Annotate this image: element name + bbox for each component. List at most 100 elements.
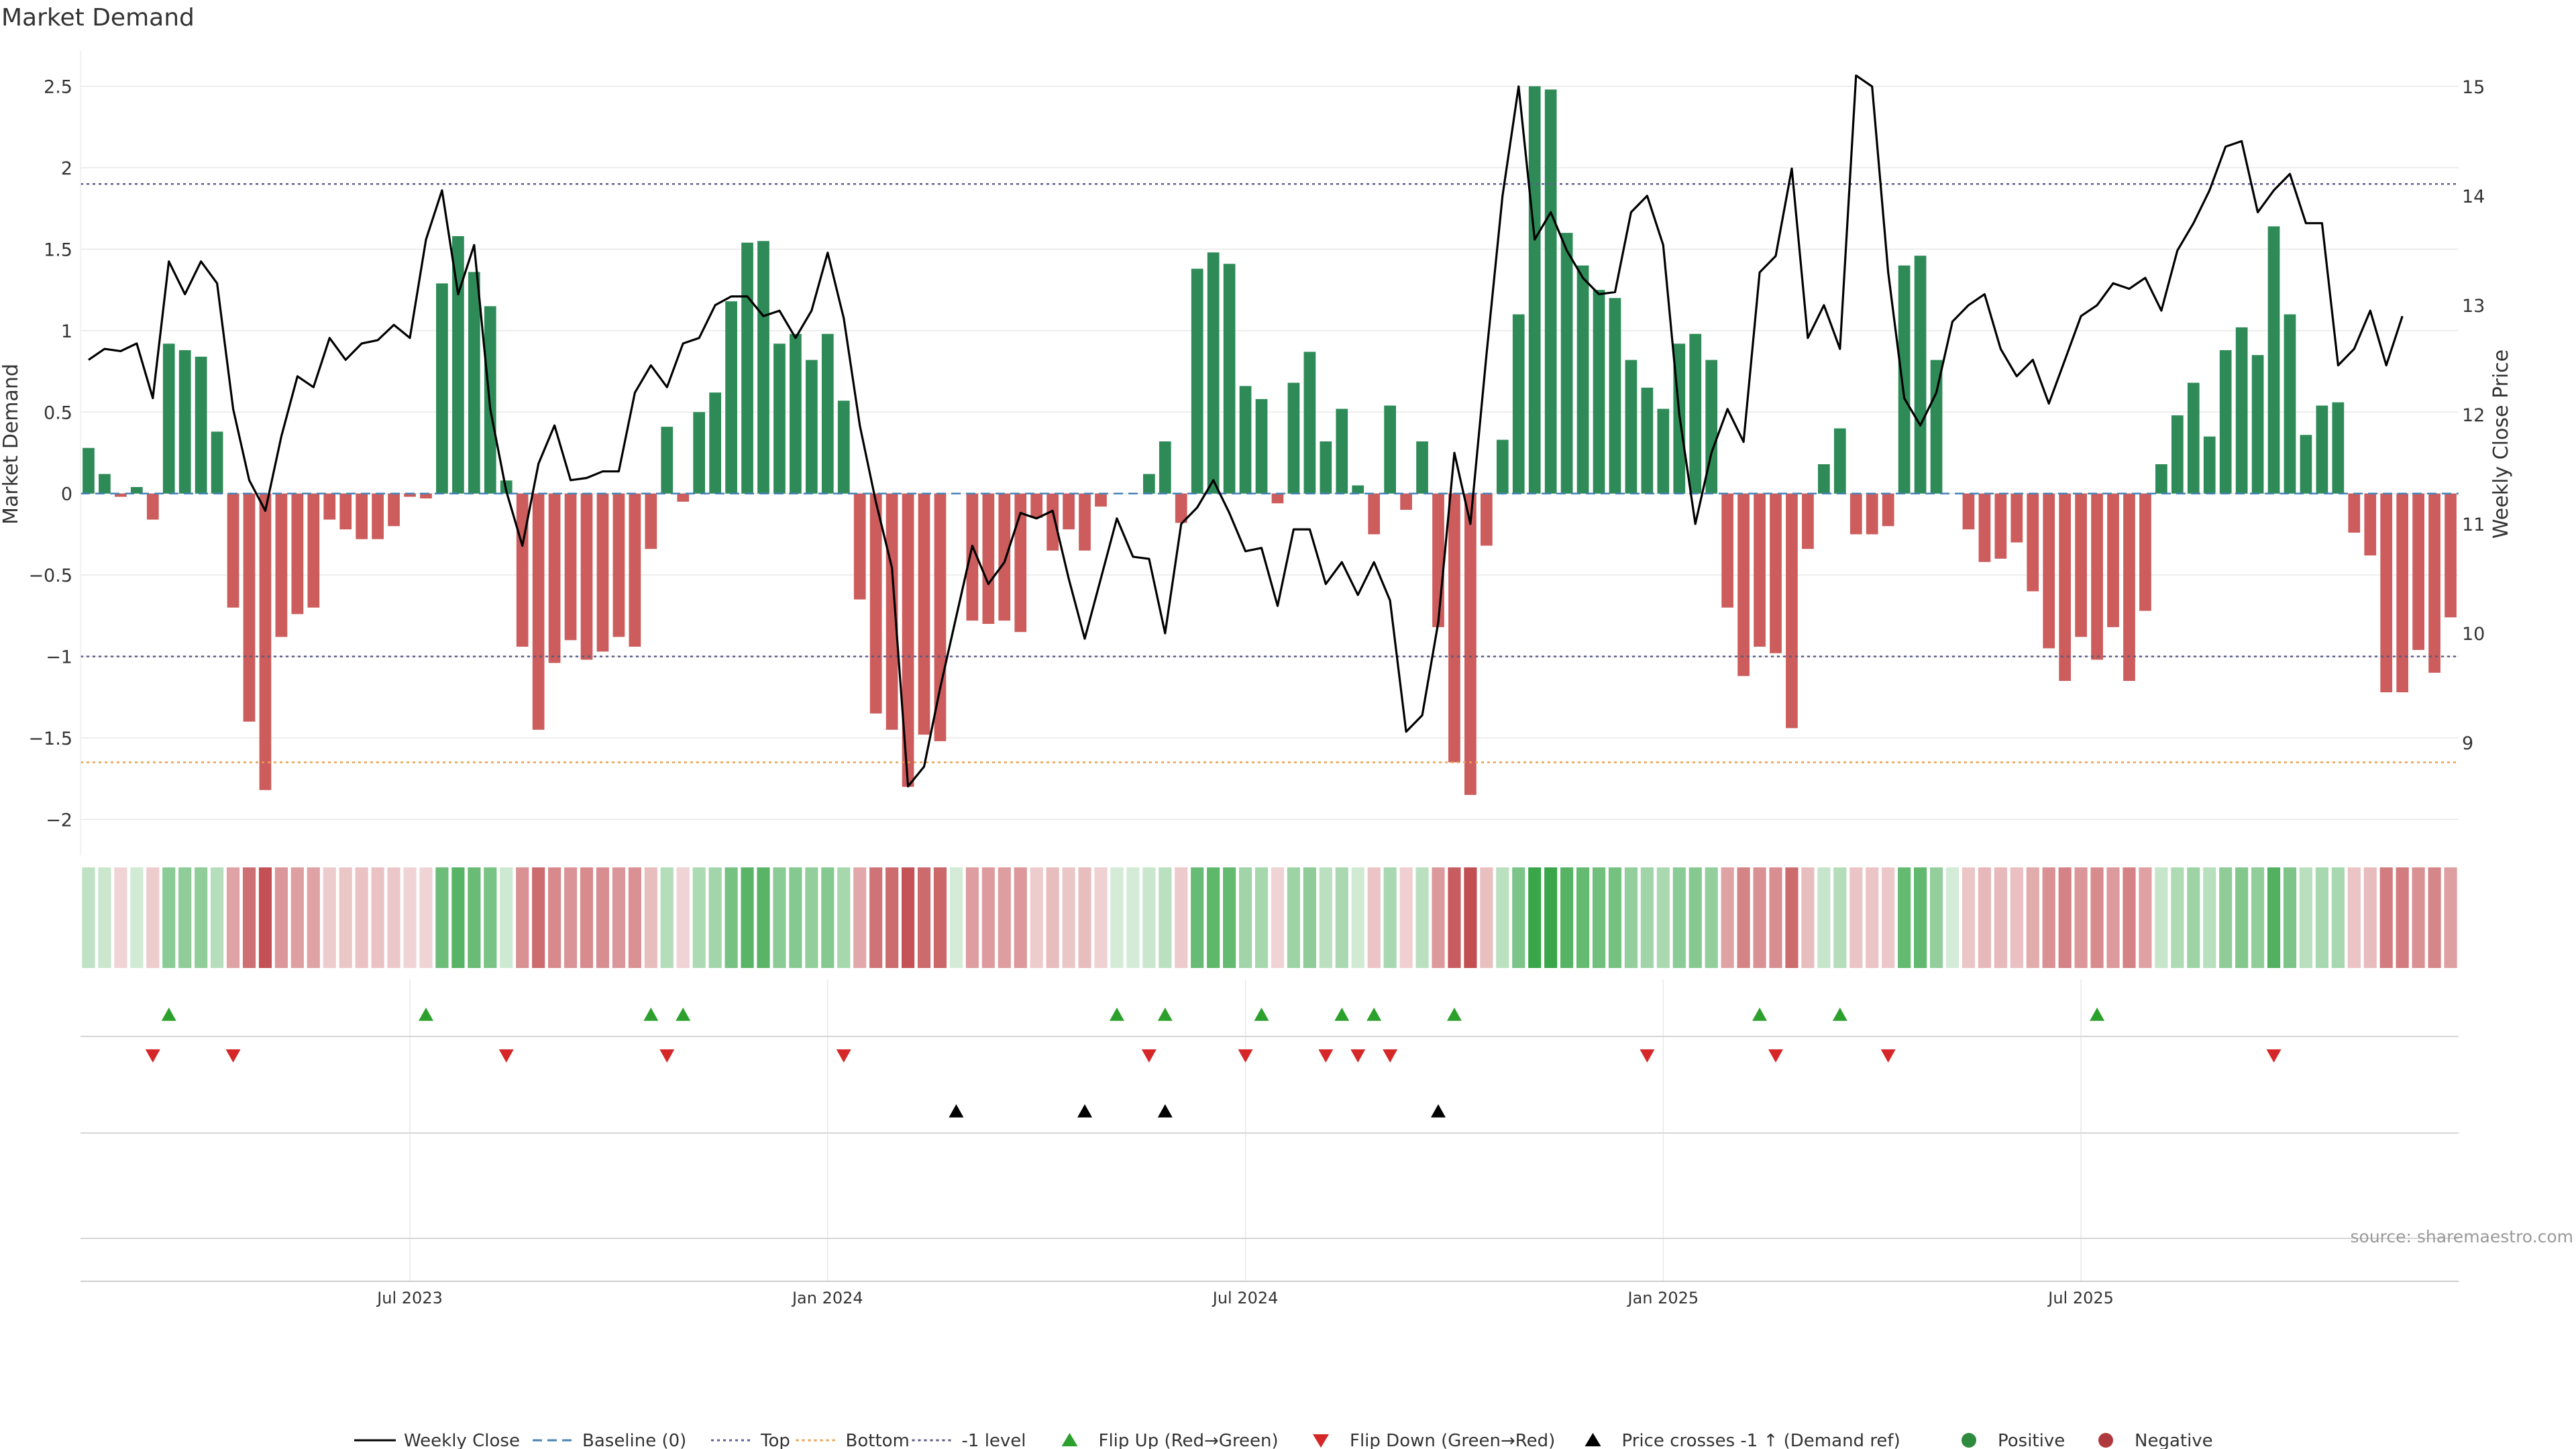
heat-cell	[98, 867, 111, 968]
demand-bar-negative	[2059, 493, 2072, 681]
heat-cell	[1528, 867, 1542, 968]
heat-cell	[1110, 867, 1124, 968]
legend-label: Negative	[2135, 1431, 2213, 1449]
demand-bar-positive	[757, 241, 769, 494]
heat-cell	[1688, 867, 1702, 968]
heat-cell	[998, 867, 1011, 968]
heat-cell	[885, 867, 899, 968]
legend-label: Weekly Close	[404, 1431, 520, 1449]
demand-bar-negative	[372, 493, 384, 539]
demand-bar-negative	[1432, 493, 1444, 627]
flip-up-marker	[418, 1008, 433, 1021]
demand-bar-positive	[1336, 409, 1348, 494]
demand-bar-positive	[1593, 290, 1605, 494]
flip-up-marker	[161, 1008, 176, 1021]
flip-down-marker	[145, 1049, 160, 1063]
demand-bar-positive	[1159, 441, 1171, 494]
price-cross-marker	[1431, 1104, 1446, 1118]
demand-bar-positive	[741, 242, 753, 494]
price-cross-marker	[949, 1104, 964, 1118]
heat-cell	[1656, 867, 1670, 968]
demand-bar-negative	[998, 493, 1011, 621]
heat-cell	[1576, 867, 1590, 968]
legend-item: Flip Down (Green→Red)	[1313, 1431, 1555, 1449]
x-tick-label: Jul 2025	[2047, 1289, 2114, 1307]
demand-bar-negative	[2043, 493, 2055, 649]
demand-bar-positive	[2235, 327, 2248, 494]
demand-bar-positive	[2219, 350, 2232, 494]
demand-bar-positive	[1560, 233, 1573, 494]
demand-bar-negative	[243, 493, 256, 722]
demand-bar-negative	[532, 493, 545, 730]
y-tick-label: 1	[61, 321, 72, 342]
demand-bar-positive	[130, 487, 143, 494]
demand-bar-positive	[1320, 441, 1332, 494]
demand-bar-positive	[1255, 398, 1268, 494]
heat-cell	[516, 867, 529, 968]
heat-cell	[1207, 867, 1220, 968]
heat-cell	[1014, 867, 1027, 968]
demand-bar-negative	[853, 493, 866, 600]
legend-swatch-triangle-up	[1585, 1433, 1601, 1446]
heat-cell	[1753, 867, 1766, 968]
demand-bar-negative	[1962, 493, 1975, 530]
heat-cell	[2379, 867, 2393, 968]
heat-cell	[1175, 867, 1188, 968]
flip-up-marker	[643, 1008, 659, 1021]
demand-bar-negative	[1030, 493, 1043, 519]
demand-bar-positive	[790, 333, 802, 494]
demand-bar-negative	[645, 493, 657, 549]
demand-bar-positive	[1416, 441, 1428, 494]
demand-bar-negative	[548, 493, 561, 663]
flip-down-marker	[1768, 1049, 1784, 1063]
heat-cell	[2090, 867, 2104, 968]
heat-cell	[2412, 867, 2425, 968]
demand-bar-positive	[2284, 314, 2296, 494]
demand-bar-negative	[1448, 493, 1460, 763]
demand-bar-negative	[564, 493, 577, 641]
demand-bar-negative	[1271, 493, 1284, 504]
demand-bar-negative	[1994, 493, 2007, 559]
demand-bar-positive	[2267, 226, 2280, 494]
demand-bar-negative	[902, 493, 914, 787]
demand-bar-positive	[162, 343, 175, 494]
heat-cell	[82, 867, 95, 968]
heat-cell	[1078, 867, 1091, 968]
demand-bar-negative	[869, 493, 882, 714]
legend-swatch-triangle-down	[1313, 1434, 1329, 1448]
heat-cell	[1866, 867, 1879, 968]
heat-cell	[1383, 867, 1397, 968]
heat-cell	[2010, 867, 2023, 968]
demand-bar-positive	[1352, 485, 1364, 494]
heat-cell	[548, 867, 561, 968]
demand-bar-negative	[1079, 493, 1091, 551]
flip-down-marker	[836, 1049, 851, 1063]
heat-cell	[1544, 867, 1558, 968]
legend-swatch-triangle-up	[1061, 1433, 1078, 1446]
demand-bar-negative	[918, 493, 930, 735]
y-tick-label: 2.5	[44, 77, 72, 98]
demand-bar-positive	[1239, 386, 1252, 494]
heat-cell	[676, 867, 690, 968]
heat-cell	[258, 867, 272, 968]
flip-up-marker	[1334, 1008, 1350, 1021]
heat-cell	[580, 867, 594, 968]
heat-cell	[1464, 867, 1477, 968]
flip-down-marker	[498, 1049, 514, 1063]
heat-cell	[1560, 867, 1574, 968]
demand-bar-positive	[2187, 382, 2200, 494]
flip-down-marker	[1383, 1049, 1398, 1063]
demand-bar-negative	[1882, 493, 1894, 527]
heat-cell	[837, 867, 851, 968]
source-note: source: sharemaestro.com	[2351, 1227, 2574, 1246]
heat-cell	[2187, 867, 2200, 968]
heat-cell	[1882, 867, 1895, 968]
flip-up-marker	[2090, 1008, 2105, 1021]
heat-cell	[1399, 867, 1413, 968]
legend-swatch-circle	[2098, 1433, 2113, 1448]
heat-cell	[532, 867, 545, 968]
heat-cell	[644, 867, 657, 968]
heat-cell	[307, 867, 320, 968]
demand-bar-negative	[356, 493, 368, 539]
demand-bar-negative	[1978, 493, 1991, 562]
